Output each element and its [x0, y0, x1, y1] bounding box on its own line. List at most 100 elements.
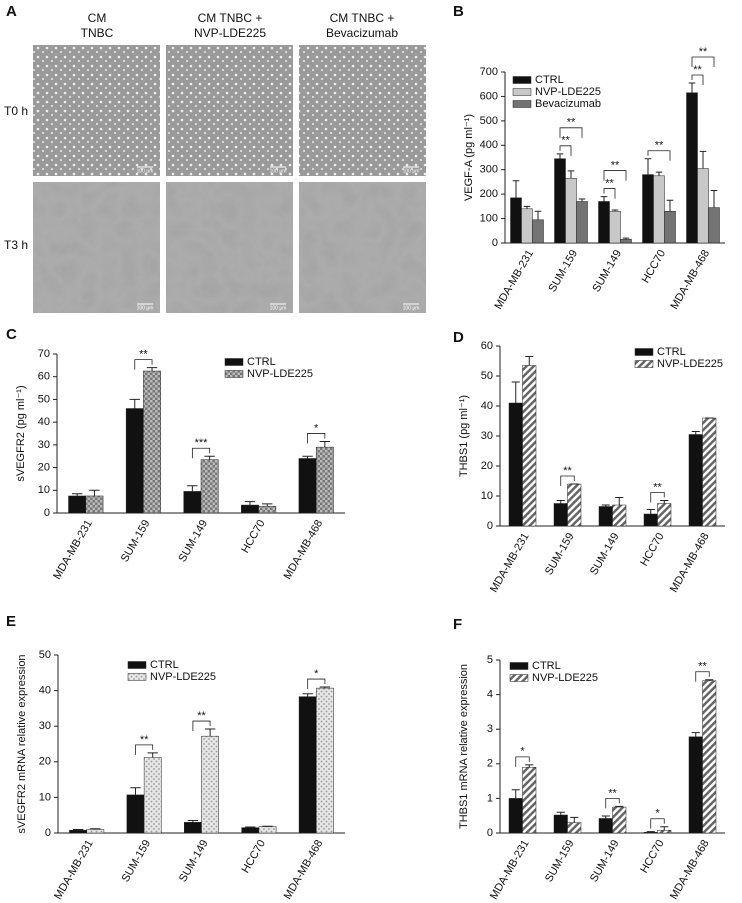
error-bar	[615, 497, 624, 505]
bar	[657, 829, 672, 834]
column-header: TNBC	[81, 26, 114, 40]
legend-label: NVP-LDE225	[247, 368, 313, 380]
y-tick-label: 10	[481, 490, 493, 502]
y-tick-label: 30	[481, 430, 493, 442]
y-tick-label: 4	[487, 689, 493, 701]
error-bar	[705, 679, 714, 681]
significance-bracket	[307, 678, 326, 690]
y-axis-label: THBS1 mRNA relative expression	[458, 664, 470, 829]
significance-bracket	[603, 170, 627, 181]
bar	[315, 446, 334, 514]
x-tick-label: MDA-MB-468	[668, 248, 712, 312]
error-bar	[666, 199, 674, 212]
legend-swatch	[127, 673, 147, 681]
y-tick-label: 2	[487, 758, 493, 770]
x-tick-label: SUM-159	[119, 518, 153, 564]
significance-label: **	[699, 46, 708, 58]
y-axis-label: sVEGFR2 mRNA relative expression	[16, 654, 28, 833]
bar	[657, 503, 672, 527]
y-tick-label: 3	[487, 723, 493, 735]
significance-bracket	[307, 433, 326, 444]
significance-bracket	[192, 720, 211, 732]
bar	[241, 504, 259, 514]
legend-label: CTRL	[150, 659, 179, 671]
bar	[68, 495, 87, 514]
significance-label: **	[655, 140, 664, 152]
bar	[688, 736, 703, 834]
error-bar	[556, 500, 565, 504]
bar	[642, 174, 654, 244]
panel-letter: A	[6, 3, 17, 20]
error-bar	[644, 158, 652, 175]
x-tick-label: MDA-MB-231	[492, 248, 536, 312]
significance-label: **	[608, 787, 617, 799]
panel-a: A CM TNBC CM TNBC + NVP-LDE225 CM TNBC +…	[4, 3, 426, 313]
column-header: CM TNBC +	[198, 11, 263, 25]
bar	[69, 829, 87, 834]
bar	[316, 687, 334, 834]
error-bar	[147, 752, 158, 758]
bar	[708, 207, 720, 244]
bar	[702, 680, 717, 834]
x-tick-label: SUM-159	[543, 838, 577, 884]
x-tick-label: SUM-149	[588, 531, 622, 577]
bar	[200, 459, 219, 514]
error-bar	[319, 440, 331, 448]
bar	[643, 832, 658, 834]
micrograph-detail	[299, 45, 426, 176]
y-axis-label: THBS1 (pg ml⁻¹)	[458, 395, 470, 477]
legend-label: CTRL	[532, 660, 561, 672]
bar	[126, 794, 145, 834]
y-tick-label: 50	[481, 370, 493, 382]
bar	[510, 197, 522, 244]
error-bar	[525, 764, 534, 768]
x-tick-label: MDA-MB-231	[488, 838, 532, 902]
x-tick-label: MDA-MB-468	[668, 531, 712, 595]
y-tick-label: 40	[38, 416, 50, 428]
x-tick-label: SUM-159	[546, 248, 580, 294]
error-bar	[187, 820, 199, 823]
x-tick-label: HCC70	[640, 248, 668, 285]
y-tick-label: 30	[38, 439, 50, 451]
bar	[143, 370, 161, 514]
bar	[576, 201, 588, 244]
y-tick-label: 600	[480, 90, 498, 102]
y-tick-label: 5	[487, 654, 493, 666]
row-label: T3 h	[4, 238, 28, 252]
legend-label: NVP-LDE225	[150, 671, 216, 683]
significance-bracket	[134, 359, 153, 370]
legend-swatch	[509, 674, 529, 682]
error-bar	[556, 153, 564, 159]
micrograph-detail	[166, 182, 293, 313]
y-tick-label: 500	[480, 115, 498, 127]
significance-label: **	[611, 159, 620, 171]
error-bar	[89, 489, 100, 496]
x-tick-label: MDA-MB-468	[282, 838, 326, 902]
micrograph-detail	[33, 182, 160, 313]
error-bar	[90, 828, 101, 830]
error-bar	[129, 398, 140, 409]
y-tick-label: 10	[39, 791, 51, 803]
error-bar	[646, 509, 655, 514]
error-bar	[511, 381, 520, 403]
y-tick-label: 40	[481, 400, 493, 412]
error-bar	[578, 198, 586, 202]
bar	[522, 365, 537, 527]
error-bar	[567, 170, 575, 179]
error-bar	[556, 811, 565, 816]
bar	[702, 417, 717, 527]
legend-swatch	[224, 370, 244, 378]
y-tick-label: 50	[38, 393, 50, 405]
bar	[86, 829, 105, 834]
x-tick-label: SUM-159	[120, 838, 154, 884]
bar	[643, 513, 658, 527]
bar	[565, 178, 577, 244]
panel-letter: E	[6, 613, 16, 630]
y-tick-label: 700	[480, 66, 498, 78]
bar	[532, 219, 544, 244]
legend-label: CTRL	[535, 74, 564, 86]
error-bar	[302, 455, 313, 459]
legend-label: NVP-LDE225	[657, 358, 723, 370]
bar	[688, 434, 703, 527]
y-axis-label: VEGF-A (pg ml⁻¹)	[463, 114, 475, 201]
